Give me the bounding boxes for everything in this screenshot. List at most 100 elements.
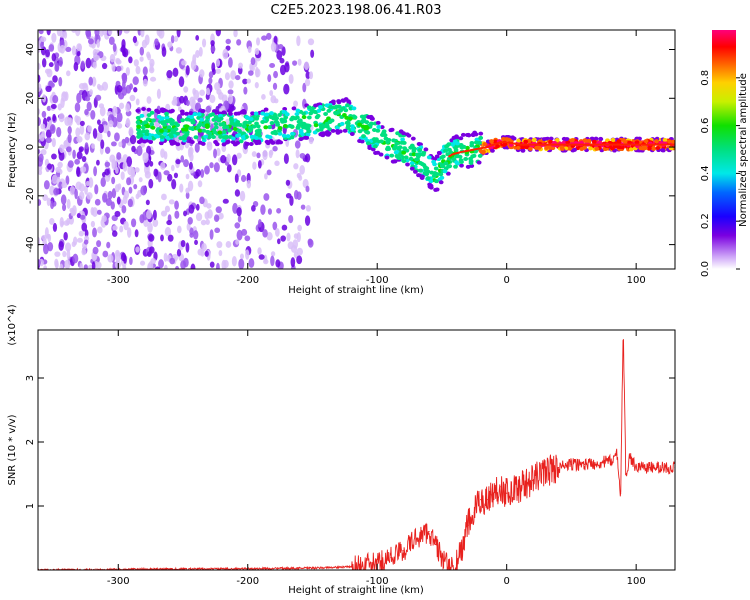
ridge-cell: [303, 125, 309, 130]
ridge-cell: [455, 161, 460, 166]
noise-blob: [206, 141, 212, 147]
noise-blob: [67, 160, 74, 168]
ridge-cell: [602, 146, 608, 151]
noise-blob: [67, 125, 72, 135]
ridge-cell: [419, 174, 425, 179]
ridge-cell: [422, 165, 428, 170]
noise-blob: [83, 264, 88, 269]
noise-blob: [38, 148, 41, 155]
noise-blob: [262, 229, 268, 238]
ridge-cell: [438, 172, 444, 177]
noise-blob: [134, 229, 139, 238]
ridge-cell: [569, 138, 575, 143]
noise-blob: [94, 184, 99, 195]
noise-blob: [296, 255, 303, 265]
noise-blob: [38, 62, 41, 71]
noise-blob: [64, 259, 71, 269]
ridge-cell: [244, 141, 250, 146]
ridge-cell: [256, 139, 262, 144]
noise-blob: [42, 94, 47, 103]
snr-point: [616, 454, 618, 456]
noise-blob: [127, 198, 133, 208]
noise-blob: [52, 222, 58, 232]
ridge-cell: [460, 132, 466, 137]
noise-blob: [41, 110, 47, 118]
y-tick-label: -40: [25, 236, 36, 252]
noise-blob: [310, 49, 315, 58]
noise-blob: [163, 252, 168, 262]
noise-blob: [247, 70, 254, 76]
noise-blob: [172, 67, 179, 77]
noise-blob: [58, 240, 64, 251]
noise-blob: [205, 105, 212, 113]
ridge-cell: [196, 112, 202, 117]
ridge-cell: [357, 129, 363, 134]
ridge-cell: [146, 107, 152, 112]
noise-blob: [121, 138, 126, 149]
ridge-cell: [376, 124, 382, 129]
noise-blob: [112, 43, 117, 52]
ridge-cell: [244, 115, 250, 120]
ridge-cell: [410, 136, 416, 141]
noise-blob: [50, 103, 57, 110]
ridge-cell: [148, 139, 154, 144]
ridge-cell: [346, 99, 351, 104]
ridge-cell: [139, 113, 145, 118]
noise-blob: [53, 187, 60, 196]
noise-blob: [195, 168, 201, 177]
ridge-cell: [165, 135, 170, 140]
noise-blob: [234, 189, 241, 197]
noise-blob: [154, 266, 161, 269]
noise-blob: [116, 152, 122, 160]
noise-blob: [244, 235, 251, 242]
noise-blob: [294, 140, 301, 149]
noise-blob: [222, 198, 229, 204]
ridge-cell: [361, 134, 366, 139]
ridge-cell: [579, 146, 585, 151]
ridge-cell: [662, 137, 668, 142]
noise-blob: [224, 72, 230, 81]
noise-blob: [84, 229, 89, 238]
noise-blob: [175, 47, 183, 54]
ridge-cell: [180, 118, 185, 123]
noise-blob: [145, 199, 150, 206]
noise-blob: [38, 153, 44, 163]
ridge-cell: [169, 121, 175, 126]
ridge-cell: [169, 134, 174, 139]
noise-blob: [186, 222, 191, 231]
noise-blob: [292, 60, 298, 66]
noise-blob: [228, 80, 234, 89]
ridge-cell: [336, 104, 342, 109]
colorbar-gradient: [712, 30, 736, 269]
noise-blob: [51, 153, 57, 160]
noise-blob: [262, 258, 269, 265]
ridge-cell: [151, 118, 156, 123]
ridge-cell: [634, 140, 640, 145]
snr-point: [544, 470, 547, 472]
ridge-cell: [432, 171, 438, 176]
y-tick-label: 1: [25, 503, 36, 509]
snr-panel: -300 -200 -100 0 100 1 2 3 Height of straight l…: [7, 304, 676, 596]
noise-blob: [102, 192, 108, 203]
snr-point: [531, 479, 534, 481]
noise-blob: [96, 119, 101, 125]
noise-blob: [84, 142, 89, 150]
noise-blob: [270, 255, 275, 267]
ridge-cell: [153, 133, 159, 138]
ridge-cell: [214, 117, 220, 122]
snr-point: [350, 566, 352, 568]
snr-point: [596, 462, 598, 464]
noise-blob: [153, 168, 159, 177]
ridge-cell: [451, 157, 457, 162]
ridge-cell: [242, 121, 248, 126]
noise-blob: [304, 153, 311, 163]
noise-blob: [198, 46, 203, 57]
noise-blob: [102, 250, 109, 258]
ridge-cell: [414, 152, 420, 157]
noise-blob: [96, 240, 102, 248]
ridge-cell: [434, 187, 440, 192]
noise-blob: [58, 112, 65, 123]
ridge-cell: [481, 149, 486, 154]
noise-blob: [49, 124, 56, 134]
noise-blob: [96, 132, 103, 142]
